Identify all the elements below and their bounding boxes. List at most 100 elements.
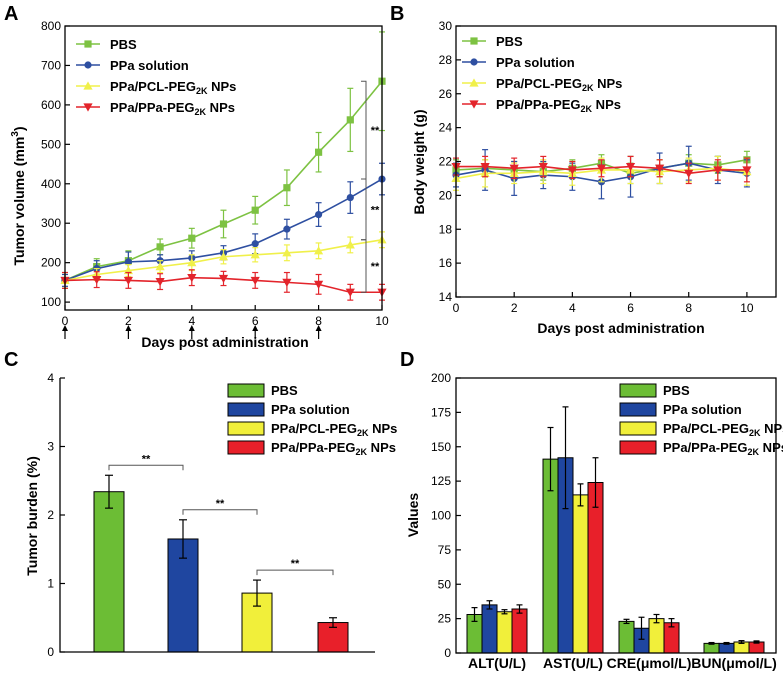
panel-b-xtick-label-8: 8 (685, 301, 692, 315)
panel-a-axes-frame (64, 25, 383, 311)
panel-b-xtick-label-2: 2 (511, 301, 518, 315)
panel-b-ytick-label-18: 18 (439, 222, 453, 236)
panel-b-legend-label-3-main: PPa/PPa-PEG (496, 97, 581, 112)
panel-d-legend-swatch-0 (619, 383, 657, 398)
panel-a-legend-label-2: PPa/PCL-PEG2K NPs (110, 79, 236, 96)
panel-a-series-3-point-3 (155, 278, 165, 287)
panel-c-significance-bracket-2 (256, 569, 334, 576)
panel-c-legend-swatch-3 (227, 440, 265, 455)
panel-a-ytick-label-400: 400 (41, 177, 61, 191)
panel-b-legend-label-2-sub: 2K (582, 83, 594, 93)
panel-a-series-0-point-5 (219, 220, 228, 228)
panel-a-legend-marker-3 (83, 103, 93, 112)
panel-c-ytick-label-4: 4 (47, 371, 54, 385)
panel-a-series-3-point-9 (345, 288, 355, 297)
panel-a-series-1-point-7 (283, 225, 291, 233)
panel-a-ylabel-sup: 3 (10, 131, 21, 137)
panel-a-series-1-point-6 (251, 240, 259, 248)
panel-d-error-0-2 (623, 618, 630, 625)
panel-d-bar-1-3 (718, 642, 735, 654)
panel-b-series-3-point-3 (538, 162, 548, 172)
panel-b-ytick-label-22: 22 (439, 155, 453, 169)
panel-c-legend-swatch-2 (227, 421, 265, 436)
panel-b-axes-frame (455, 25, 777, 298)
panel-b: B Body weight (g) Days post administrati… (390, 3, 777, 336)
panel-b-xtick-label-6: 6 (627, 301, 634, 315)
panel-d-axes-frame (455, 377, 777, 654)
panel-a-xtick-label-4: 4 (188, 314, 195, 328)
panel-a-series-3-point-2 (123, 276, 133, 286)
panel-c-ytick-label-2: 2 (47, 508, 54, 522)
panel-a-series-1-point-9 (346, 193, 354, 202)
panel-a-series-2-point-5 (218, 252, 229, 261)
panel-b-xtick-label-0: 0 (453, 301, 460, 315)
panel-b-xtick-label-10: 10 (740, 301, 754, 315)
panel-a-legend-label-1: PPa solution (110, 58, 189, 73)
panel-d-legend-label-2-main: PPa/PCL-PEG (663, 421, 749, 436)
panel-c-legend-label-2: PPa/PCL-PEG2K NPs (271, 421, 397, 438)
panel-a-ytick-label-600: 600 (41, 98, 61, 112)
panel-c-ytick-label-3: 3 (47, 440, 54, 454)
panel-a-legend-label-1-main: PPa solution (110, 58, 189, 73)
panel-a-series-0-point-3 (156, 243, 164, 251)
panel-c-legend-label-3-suffix: NPs (367, 440, 396, 455)
panel-a-series-2-point-9 (345, 240, 355, 249)
panel-a-series-3-point-1 (92, 276, 102, 285)
panel-a-legend-label-2-suffix: NPs (207, 79, 236, 94)
panel-a-series-0-point-4 (188, 234, 196, 242)
panel-d-error-0-0 (471, 607, 478, 622)
panel-a-series-3-point-6 (250, 276, 260, 286)
panel-a-significance-label-2: ** (371, 261, 380, 273)
panel-b-series-3-point-4 (567, 166, 577, 175)
panel-a-series-2-point-6 (250, 250, 260, 259)
panel-d-ytick-label-75: 75 (438, 543, 452, 557)
panel-d-error-3-2 (668, 618, 675, 628)
panel-d-error-1-1 (562, 406, 569, 510)
panel-b-legend-marker-0 (470, 37, 478, 45)
panel-b-series-3-point-1 (480, 162, 490, 172)
panel-b-ytick-label-14: 14 (439, 290, 453, 304)
panel-b-legend-label-0: PBS (496, 34, 523, 49)
panel-d-bar-0-2 (618, 620, 635, 654)
panel-c-axes (59, 378, 375, 653)
panel-d-error-3-1 (592, 457, 599, 508)
panel-d-legend-label-3: PPa/PPa-PEG2K NPs (663, 440, 783, 457)
panel-b-ytick-label-20: 20 (439, 188, 453, 202)
panel-d-ytick-label-100: 100 (431, 509, 451, 523)
panel-d-legend-label-2-sub: 2K (749, 428, 761, 438)
panel-label-a: A (4, 3, 18, 25)
panel-b-series-3-point-6 (625, 162, 636, 172)
panel-c-significance-label-1: ** (216, 498, 225, 510)
panel-a-xtick-label-8: 8 (315, 314, 322, 328)
panel-a-ylabel: Tumor volume (mm3) (10, 126, 27, 265)
panel-b-ytick-label-26: 26 (439, 87, 453, 101)
panel-b-series-3-point-8 (684, 169, 694, 178)
panel-b-legend-label-2-main: PPa/PCL-PEG (496, 76, 582, 91)
panel-d-error-2-1 (577, 483, 584, 507)
panel-c-bar-0 (93, 491, 125, 653)
panel-c-error-3 (329, 617, 337, 628)
panel-a-legend-marker-0 (84, 40, 92, 48)
panel-d-error-1-0 (486, 600, 493, 610)
panel-c-legend-label-3-main: PPa/PPa-PEG (271, 440, 356, 455)
panel-label-b: B (390, 3, 404, 25)
panel-b-ytick-label-28: 28 (439, 53, 453, 67)
panel-d-bar-1-0 (481, 604, 498, 654)
panel-b-ytick-label-30: 30 (439, 19, 453, 33)
panel-a-significance-label-0: ** (371, 125, 380, 137)
panel-a-ylabel-text: Tumor volume (mm (11, 137, 27, 266)
panel-d-legend-swatch-3 (619, 440, 657, 455)
panel-a-ylabel-end: ) (11, 126, 27, 131)
panel-b-xtick-label-4: 4 (569, 301, 576, 315)
panel-b-legend-label-1: PPa solution (496, 55, 575, 70)
panel-d-ytick-label-125: 125 (431, 474, 451, 488)
panel-a-admin-arrow-0-head (62, 325, 68, 331)
panel-b-series-3-point-5 (596, 164, 607, 173)
panel-b-series-3-point-7 (655, 164, 665, 173)
panel-d-legend-label-1-main: PPa solution (663, 402, 742, 417)
panel-d-ytick-label-50: 50 (438, 577, 452, 591)
panel-c-legend-swatch-1 (227, 402, 265, 417)
panel-d-error-2-0 (501, 609, 508, 615)
panel-b-legend-marker-3 (469, 100, 479, 109)
panel-a-ytick-label-200: 200 (41, 256, 61, 270)
